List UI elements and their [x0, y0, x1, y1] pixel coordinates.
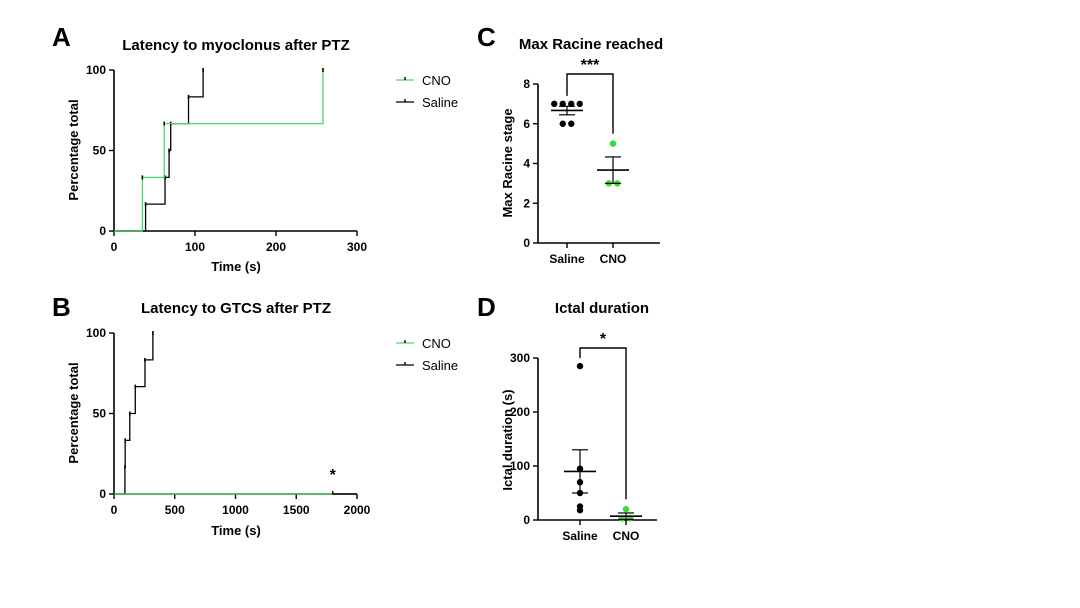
panel-b: B Latency to GTCS after PTZ Time (s) Per…	[52, 292, 458, 538]
legend-label-saline: Saline	[422, 358, 458, 373]
y-tick-label: 4	[523, 157, 530, 171]
significance-stars: ***	[581, 57, 600, 74]
y-tick-label: 2	[523, 196, 530, 210]
significance-stars: *	[600, 331, 607, 348]
x-tick-label: Saline	[562, 529, 598, 543]
y-tick-label: 0	[99, 487, 106, 501]
data-point-saline	[568, 100, 575, 108]
legend-label-cno: CNO	[422, 336, 451, 351]
x-tick-label: 1000	[222, 503, 249, 517]
data-point-saline	[576, 100, 583, 108]
series-line-cno	[114, 70, 324, 232]
plot-c: ***	[551, 57, 629, 187]
chart-title-c: Max Racine reached	[519, 36, 663, 53]
x-tick-label: 300	[347, 240, 367, 254]
axes-c: 0 2 4 6 8 Saline CNO	[523, 77, 660, 266]
y-tick-label: 200	[510, 405, 530, 419]
y-tick-label: 300	[510, 351, 530, 365]
y-tick-label: 100	[86, 63, 106, 77]
x-tick-label: 1500	[283, 503, 310, 517]
data-point-saline	[559, 100, 566, 108]
chart-title-b: Latency to GTCS after PTZ	[141, 300, 331, 317]
data-point-cno	[609, 140, 617, 147]
legend-label-cno: CNO	[422, 73, 451, 88]
data-point-saline	[576, 362, 584, 370]
legend-b: CNO Saline	[396, 336, 458, 373]
plot-a	[114, 68, 324, 232]
data-point-saline	[559, 120, 566, 127]
panel-c: C Max Racine reached Max Racine stage 0 2…	[477, 22, 663, 266]
data-point-saline	[568, 120, 575, 127]
data-point-saline	[551, 100, 558, 108]
x-tick-label: CNO	[613, 529, 640, 543]
y-axis-label-d: Ictal duration (s)	[500, 389, 515, 490]
x-tick-label: 500	[165, 503, 185, 517]
significance-bracket	[579, 347, 627, 500]
series-line-saline	[114, 333, 154, 495]
y-tick-label: 50	[93, 407, 107, 421]
y-tick-label: 0	[99, 224, 106, 238]
panel-d: D Ictal duration Ictal duration (s) 0 100…	[477, 292, 657, 543]
panel-letter-a: A	[52, 22, 71, 52]
legend-a: CNO Saline	[396, 73, 458, 110]
legend-label-saline: Saline	[422, 95, 458, 110]
x-axis-label-a: Time (s)	[211, 259, 261, 274]
y-tick-label: 100	[86, 326, 106, 340]
data-point-saline	[576, 507, 584, 514]
axes-a: 0 100 200 300 0 50 100	[86, 63, 367, 254]
axes-d: 0 100 200 300 Saline CNO	[510, 351, 657, 543]
y-tick-label: 0	[523, 513, 530, 527]
x-axis-label-b: Time (s)	[211, 523, 261, 538]
chart-title-d: Ictal duration	[555, 300, 649, 317]
y-axis-label-a: Percentage total	[66, 99, 81, 200]
x-tick-label: 200	[266, 240, 286, 254]
significance-bracket	[566, 73, 614, 134]
plot-d: *	[564, 331, 642, 522]
y-axis-label-c: Max Racine stage	[500, 108, 515, 217]
significance-annotation: *	[330, 467, 337, 484]
y-tick-label: 100	[510, 459, 530, 473]
x-tick-label: 2000	[344, 503, 371, 517]
y-tick-label: 50	[93, 144, 107, 158]
panel-letter-c: C	[477, 22, 496, 52]
censored-tail-line	[332, 491, 357, 495]
axes-b: 0 500 1000 1500 2000 0 50 100	[86, 326, 371, 517]
plot-b: *	[114, 331, 357, 495]
x-tick-label: Saline	[549, 252, 585, 266]
series-line-saline	[114, 70, 204, 232]
y-tick-label: 0	[523, 236, 530, 250]
x-tick-label: 0	[111, 240, 118, 254]
y-tick-label: 6	[523, 117, 530, 131]
y-tick-label: 8	[523, 77, 530, 91]
chart-title-a: Latency to myoclonus after PTZ	[122, 37, 350, 54]
y-axis-label-b: Percentage total	[66, 362, 81, 463]
x-tick-label: CNO	[600, 252, 627, 266]
panel-a: A Latency to myoclonus after PTZ Time (s…	[52, 22, 458, 274]
panel-letter-b: B	[52, 292, 71, 322]
x-tick-label: 100	[185, 240, 205, 254]
panel-letter-d: D	[477, 292, 496, 322]
data-point-cno	[622, 506, 630, 513]
x-tick-label: 0	[111, 503, 118, 517]
